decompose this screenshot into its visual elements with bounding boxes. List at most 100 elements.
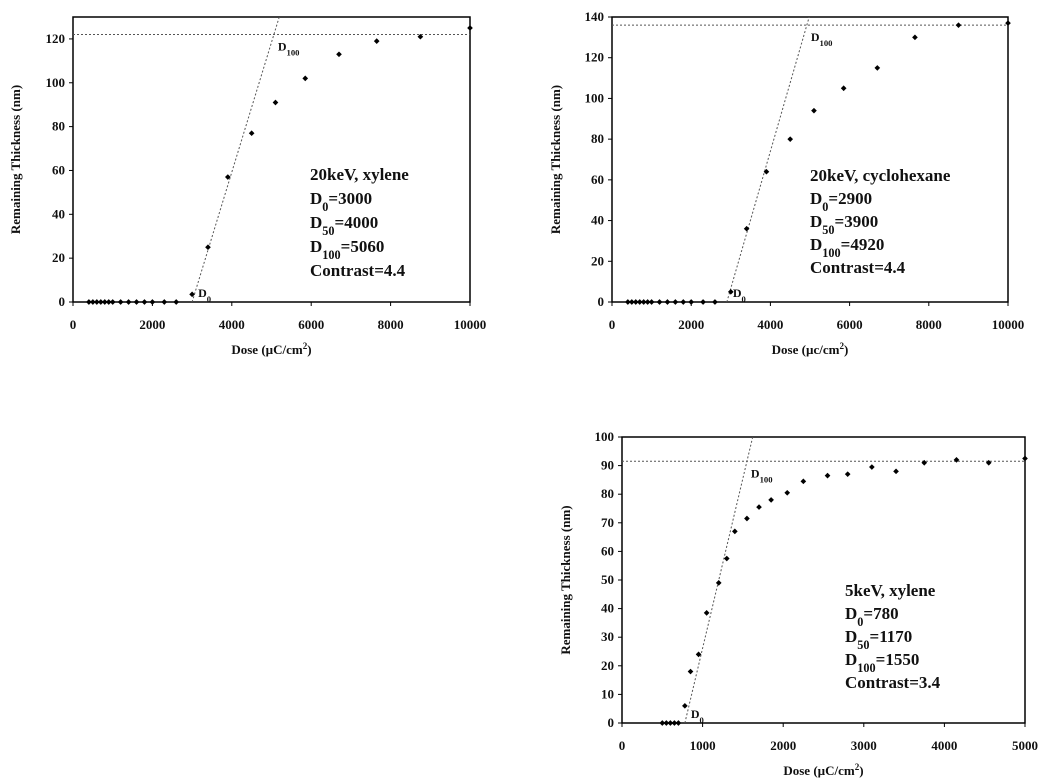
data-point — [189, 291, 195, 298]
y-tick-label: 0 — [608, 715, 615, 730]
x-tick-label: 4000 — [219, 317, 245, 332]
data-point — [663, 720, 670, 726]
x-tick-label: 8000 — [378, 317, 404, 332]
annotation-line: D100=5060 — [310, 237, 384, 262]
data-point — [628, 299, 635, 305]
y-tick-label: 20 — [601, 658, 614, 673]
data-point — [336, 51, 342, 58]
x-tick-label: 5000 — [1012, 738, 1038, 753]
annotation-line: D100=1550 — [845, 650, 919, 675]
d100-label: D100 — [811, 30, 833, 48]
data-point — [768, 497, 774, 503]
data-point — [912, 34, 918, 41]
data-point — [173, 299, 180, 305]
data-point — [659, 720, 666, 726]
data-point — [687, 668, 694, 675]
data-point — [640, 299, 647, 305]
data-point — [664, 299, 671, 305]
data-point — [117, 299, 124, 305]
data-point — [675, 720, 682, 726]
data-point — [732, 528, 738, 535]
x-tick-label: 6000 — [837, 317, 863, 332]
d0-label: D0 — [733, 286, 746, 304]
y-tick-label: 0 — [598, 294, 605, 309]
x-tick-label: 0 — [70, 317, 77, 332]
y-tick-label: 80 — [52, 119, 65, 134]
x-tick-label: 10000 — [454, 317, 487, 332]
plot-frame — [611, 16, 1009, 303]
annotation-line: 20keV, xylene — [310, 165, 409, 184]
data-point — [682, 703, 688, 709]
data-point — [644, 299, 651, 305]
annotation-line: D0=780 — [845, 604, 899, 629]
data-point — [86, 299, 92, 305]
data-point — [1022, 455, 1028, 462]
data-point — [101, 299, 108, 305]
data-point — [703, 610, 710, 616]
x-tick-label: 8000 — [916, 317, 942, 332]
data-point — [225, 174, 231, 180]
data-point — [744, 515, 750, 522]
data-point — [632, 299, 639, 305]
data-point — [648, 299, 655, 305]
x-tick-label: 0 — [609, 317, 616, 332]
chart-panel-1: 0 20 40 60 80 100 120 0 2000 4000 6000 8000 10000 Dos… — [8, 16, 487, 357]
data-point — [109, 299, 116, 305]
x-axis-label: Dose (µC/cm2) — [231, 341, 311, 357]
data-point — [467, 25, 473, 31]
data-point — [667, 720, 674, 726]
y-tick-label: 100 — [46, 75, 66, 90]
data-point — [824, 472, 831, 479]
y-tick-label: 100 — [585, 90, 605, 105]
annotation-line: D50=3900 — [810, 212, 878, 237]
y-tick-label: 60 — [601, 543, 614, 558]
y-tick-label: 0 — [59, 294, 66, 309]
annotation-line: D0=2900 — [810, 189, 872, 214]
data-point — [133, 299, 140, 305]
annotation-line: Contrast=4.4 — [310, 261, 406, 280]
data-point — [743, 225, 750, 232]
y-tick-label: 80 — [601, 486, 614, 501]
annotation-line: D50=1170 — [845, 627, 912, 652]
data-point — [671, 720, 678, 726]
data-point — [921, 459, 928, 466]
y-tick-label: 40 — [591, 213, 604, 228]
data-point — [1005, 20, 1011, 26]
data-point — [844, 471, 851, 478]
data-point — [840, 85, 847, 92]
y-tick-label: 50 — [601, 572, 614, 587]
data-point — [800, 478, 807, 485]
x-axis-label: Dose (µC/cm2) — [783, 762, 863, 778]
x-tick-label: 0 — [619, 738, 626, 753]
x-tick-label: 6000 — [298, 317, 324, 332]
plot-frame — [72, 16, 471, 303]
contrast-line — [191, 17, 280, 302]
data-point — [205, 244, 211, 251]
data-point — [272, 99, 279, 106]
data-point — [723, 555, 730, 562]
y-axis-label: Remaining Thickness (nm) — [8, 85, 23, 234]
y-axis-label: Remaining Thickness (nm) — [548, 85, 563, 234]
data-point — [625, 299, 631, 305]
data-point — [141, 299, 148, 305]
data-point — [727, 288, 734, 295]
contrast-line — [726, 17, 810, 302]
data-point — [787, 136, 794, 142]
data-point — [953, 457, 960, 463]
x-tick-label: 4000 — [757, 317, 783, 332]
data-point — [695, 651, 702, 658]
annotation-line: 20keV, cyclohexane — [810, 166, 951, 185]
data-point — [869, 464, 875, 470]
data-point — [985, 459, 992, 466]
y-tick-label: 70 — [601, 515, 614, 530]
data-point — [373, 38, 380, 44]
y-tick-label: 80 — [591, 131, 604, 146]
data-point — [784, 489, 791, 496]
y-tick-label: 120 — [585, 50, 605, 65]
y-tick-label: 90 — [601, 458, 614, 473]
data-point — [93, 299, 100, 305]
y-tick-label: 10 — [601, 686, 614, 701]
x-axis-label: Dose (µc/cm2) — [772, 341, 849, 357]
contrast-line — [684, 437, 754, 723]
data-point — [715, 580, 722, 586]
